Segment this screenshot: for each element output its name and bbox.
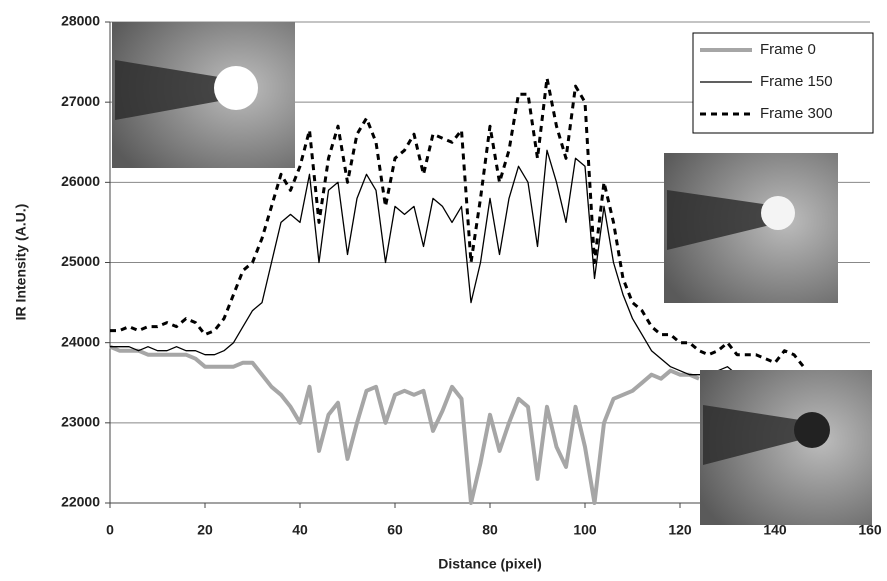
x-tick-label: 0 xyxy=(106,522,114,538)
series-line xyxy=(110,76,805,368)
y-tick-label: 28000 xyxy=(61,13,100,29)
legend-label: Frame 150 xyxy=(760,73,833,90)
inset-image xyxy=(112,22,295,168)
series-line xyxy=(109,344,700,505)
y-tick-label: 25000 xyxy=(61,253,100,269)
x-axis-label: Distance (pixel) xyxy=(438,556,541,572)
inset-image xyxy=(664,153,838,303)
legend: Frame 0 Frame 150 Frame 300 xyxy=(692,32,874,134)
legend-label: Frame 300 xyxy=(760,105,833,122)
x-tick-label: 40 xyxy=(292,522,308,538)
x-tick-label: 140 xyxy=(763,522,787,538)
x-tick-label: 60 xyxy=(387,522,403,538)
inset-image xyxy=(700,370,872,525)
y-tick-label: 27000 xyxy=(61,93,100,109)
y-tick-label: 26000 xyxy=(61,173,100,189)
x-tick-label: 120 xyxy=(668,522,692,538)
y-tick-label: 22000 xyxy=(61,494,100,510)
legend-label: Frame 0 xyxy=(760,41,816,58)
y-tick-label: 24000 xyxy=(61,333,100,349)
x-tick-label: 160 xyxy=(858,522,882,538)
x-tick-label: 20 xyxy=(197,522,213,538)
y-tick-label: 23000 xyxy=(61,414,100,430)
x-tick-label: 80 xyxy=(482,522,498,538)
series-line xyxy=(110,149,766,384)
x-tick-label: 100 xyxy=(573,522,597,538)
y-axis-label: IR Intensity (A.U.) xyxy=(13,204,29,321)
